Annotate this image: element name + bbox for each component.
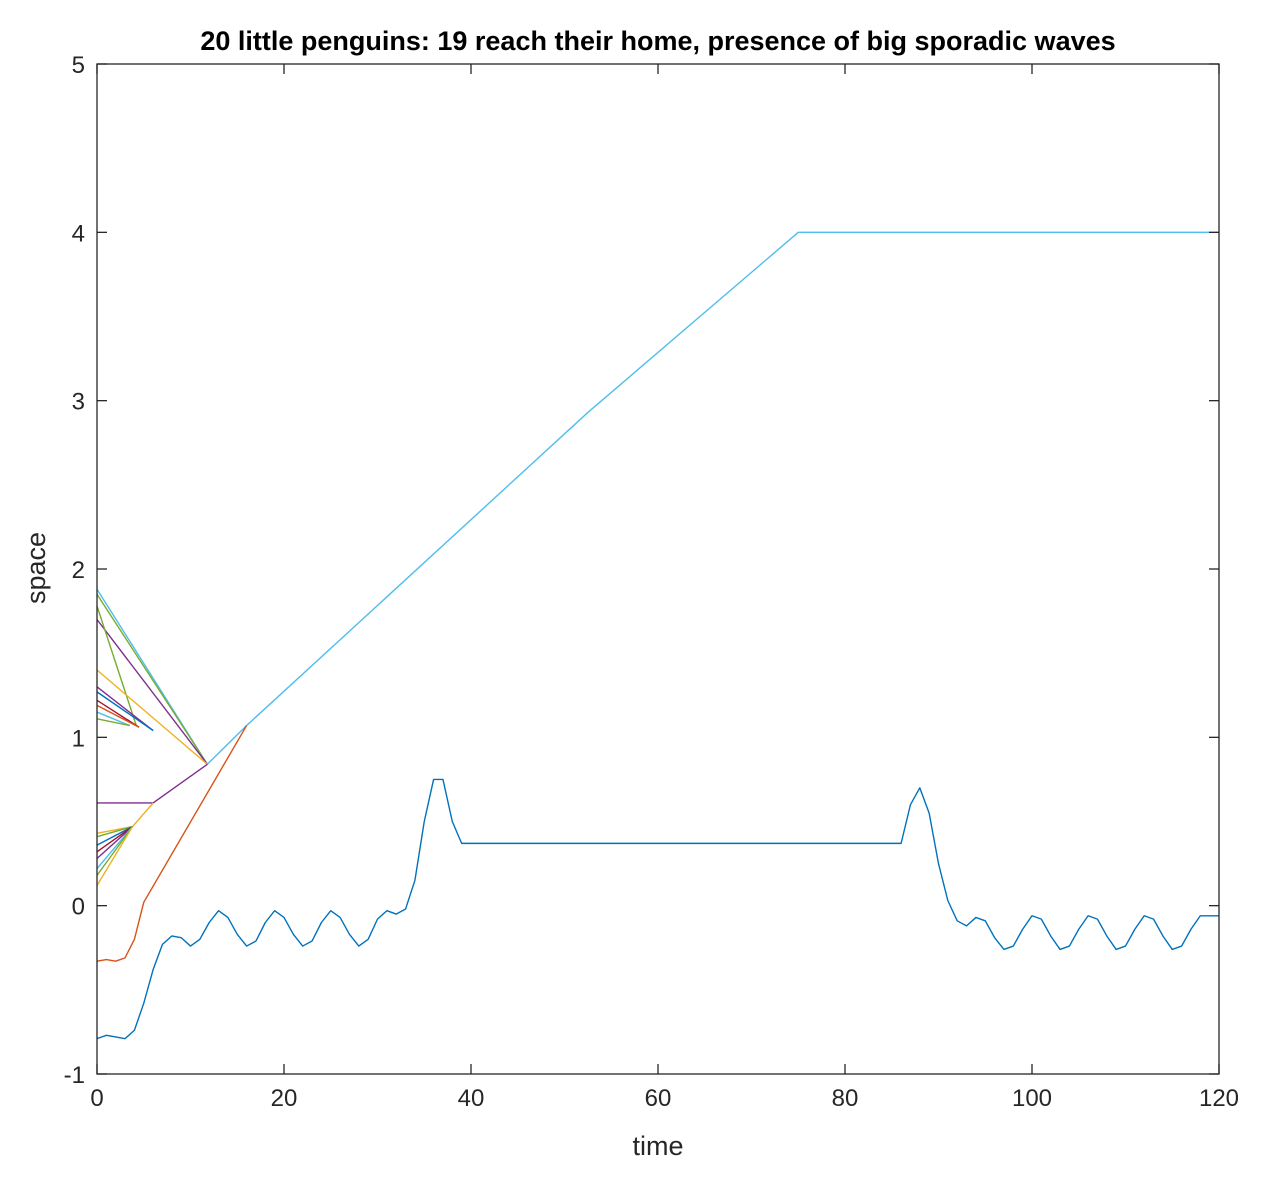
series-line-4	[96, 605, 137, 726]
y-tick-label-1: 0	[72, 894, 85, 921]
series-line-11	[96, 718, 130, 727]
series-line-5	[96, 669, 208, 765]
series-line-20	[96, 826, 134, 886]
x-tick-label-4: 80	[832, 1085, 859, 1112]
y-axis-label: space	[21, 532, 51, 604]
series-line-3	[96, 619, 208, 765]
y-tick-label-0: -1	[64, 1062, 85, 1089]
series-layer	[96, 231, 1219, 1040]
x-tick-label-3: 60	[645, 1085, 672, 1112]
series-line-2	[96, 593, 208, 765]
series-line-10	[96, 711, 130, 727]
y-tick-label-2: 1	[72, 725, 85, 752]
y-tick-label-6: 5	[72, 52, 85, 79]
y-tick-label-4: 3	[72, 389, 85, 416]
x-tick-label-0: 0	[90, 1085, 103, 1112]
series-line-19	[96, 826, 134, 876]
y-tick-label-3: 2	[72, 557, 85, 584]
x-tick-label-1: 20	[271, 1085, 298, 1112]
series-line-22	[96, 778, 1219, 1040]
series-line-21	[96, 725, 248, 962]
series-line-8	[96, 699, 140, 728]
series-line-9	[96, 704, 140, 728]
series-line-7	[96, 691, 154, 732]
x-tick-label-5: 100	[1012, 1085, 1052, 1112]
x-tick-label-2: 40	[458, 1085, 485, 1112]
chart-title: 20 little penguins: 19 reach their home,…	[200, 26, 1115, 56]
series-line-15	[96, 825, 133, 846]
series-line-17	[96, 826, 133, 860]
series-line-16	[96, 825, 133, 853]
series-line-14	[96, 825, 133, 838]
y-tick-label-5: 4	[72, 220, 85, 247]
x-axis-label: time	[632, 1131, 683, 1161]
x-tick-label-6: 120	[1199, 1085, 1239, 1112]
